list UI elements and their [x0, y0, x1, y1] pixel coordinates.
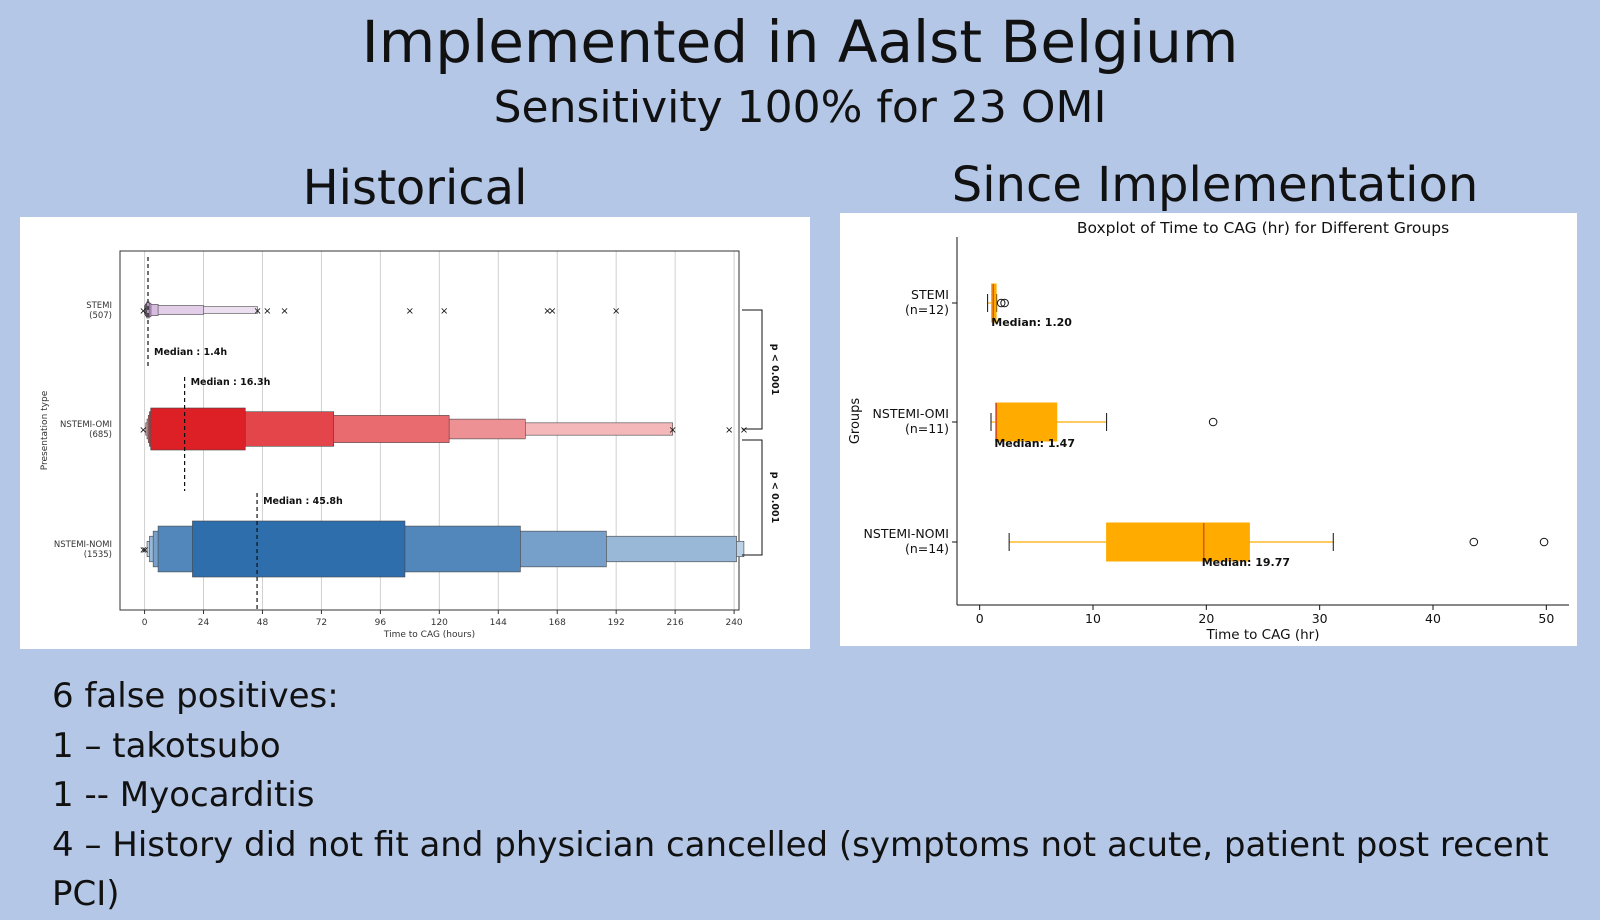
boxen-box [150, 407, 246, 451]
outlier-marker: × [139, 545, 147, 556]
plot-frame [119, 250, 740, 611]
x-axis-label: Time to CAG (hours) [383, 630, 475, 640]
boxen-box [192, 520, 406, 578]
x-axis-label: Time to CAG (hr) [1206, 627, 1320, 643]
y-axis-label: Presentation type [40, 390, 50, 470]
outlier-point [1469, 537, 1479, 547]
x-tick-label: 96 [375, 618, 387, 628]
y-tick-label: NSTEMI-OMI [873, 406, 949, 421]
outlier-marker: × [440, 306, 448, 317]
outlier-point [1000, 298, 1009, 308]
p-value-label: p < 0.001 [769, 344, 780, 395]
y-tick-label: STEMI [911, 287, 949, 302]
y-tick-label: (685) [89, 430, 112, 440]
x-tick-label: 40 [1425, 611, 1441, 626]
outlier-marker: × [548, 306, 556, 317]
boxen-box [144, 305, 204, 315]
bullet-item: 6 false positives: [52, 676, 339, 716]
x-tick-label: 20 [1198, 611, 1214, 626]
y-tick-label: NSTEMI-NOMI [54, 540, 112, 550]
outlier-point [1208, 417, 1218, 427]
x-tick-label: 192 [608, 618, 625, 628]
median-label: Median: 19.77 [1202, 556, 1290, 569]
outlier-marker: × [668, 425, 676, 436]
median-label: Median : 45.8h [263, 496, 343, 507]
x-tick-label: 10 [1085, 611, 1101, 626]
false-positives-list: 6 false positives: 1 – takotsubo 1 -- My… [52, 672, 1600, 920]
outlier-marker: × [263, 306, 271, 317]
median-label: Median : 16.3h [191, 377, 271, 388]
y-tick-label: STEMI [86, 301, 112, 311]
outlier-marker: × [725, 425, 733, 436]
x-tick-label: 48 [257, 618, 269, 628]
x-tick-label: 24 [198, 618, 210, 628]
median-label: Median: 1.20 [991, 316, 1072, 329]
iqr-box [1106, 522, 1250, 562]
x-tick-label: 168 [549, 618, 566, 628]
median-label: Median: 1.47 [994, 437, 1075, 450]
x-tick-label: 50 [1538, 611, 1554, 626]
y-axis-label: Groups [848, 398, 863, 445]
outlier-marker: × [141, 545, 149, 556]
outlier-marker: × [139, 425, 147, 436]
y-tick-label: NSTEMI-NOMI [864, 526, 949, 541]
outlier-point [1539, 537, 1549, 547]
chart-title: Boxplot of Time to CAG (hr) for Differen… [1077, 219, 1449, 237]
since-implementation-chart-panel: Boxplot of Time to CAG (hr) for Differen… [840, 213, 1577, 646]
outlier-marker: × [280, 306, 288, 317]
x-tick-label: 216 [667, 618, 684, 628]
significance-bracket [742, 439, 763, 556]
x-tick-label: 240 [725, 618, 742, 628]
slide-subtitle: Sensitivity 100% for 23 OMI [493, 82, 1107, 133]
x-tick-label: 0 [142, 618, 148, 628]
iqr-box [995, 402, 1058, 442]
outlier-marker: × [612, 306, 620, 317]
y-tick-label: (507) [89, 311, 112, 321]
x-tick-label: 144 [490, 618, 507, 628]
outlier-marker: × [139, 306, 147, 317]
outlier-marker: × [740, 425, 748, 436]
bullet-item: 1 -- Myocarditis [52, 775, 315, 815]
x-tick-label: 0 [976, 611, 984, 626]
bullet-item: 1 – takotsubo [52, 725, 281, 766]
historical-heading: Historical [302, 160, 528, 216]
y-tick-label: NSTEMI-OMI [60, 420, 112, 430]
median-label: Median : 1.4h [154, 347, 227, 358]
bullet-item: 4 – History did not fit and physician ca… [52, 824, 1549, 915]
x-tick-label: 30 [1312, 611, 1328, 626]
slide-title: Implemented in Aalst Belgium [361, 8, 1239, 76]
since-implementation-heading: Since Implementation [951, 157, 1479, 213]
p-value-label: p < 0.001 [769, 472, 780, 523]
outlier-marker: × [543, 306, 551, 317]
outlier-marker: × [253, 306, 261, 317]
x-tick-label: 120 [431, 618, 448, 628]
outlier-marker: × [406, 306, 414, 317]
implementation-box-chart: Boxplot of Time to CAG (hr) for Differen… [848, 219, 1569, 643]
historical-chart-panel: × × × × × × × × × Median : 1.4h STEMI (507) × × × × Medi… [20, 217, 810, 649]
y-tick-label: (n=11) [905, 421, 949, 436]
y-tick-label: (n=14) [905, 541, 949, 556]
significance-bracket [742, 309, 763, 430]
boxen-box [145, 304, 159, 316]
y-tick-label: (n=12) [905, 302, 949, 317]
y-tick-label: (1535) [84, 550, 112, 560]
x-tick-label: 72 [316, 618, 327, 628]
outlier-point [996, 298, 1006, 308]
